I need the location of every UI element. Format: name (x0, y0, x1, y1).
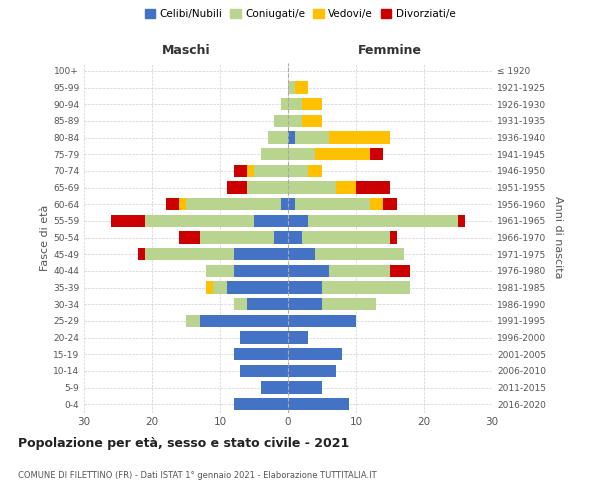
Text: Maschi: Maschi (161, 44, 211, 58)
Bar (288, 181, 335, 194)
Bar (247, 181, 288, 194)
Bar (241, 364, 288, 377)
Bar (302, 98, 322, 110)
Bar (390, 264, 410, 277)
Bar (186, 198, 281, 210)
Bar (145, 248, 233, 260)
Bar (261, 148, 288, 160)
Bar (200, 314, 288, 327)
Bar (145, 214, 254, 227)
Bar (206, 264, 233, 277)
Bar (288, 198, 295, 210)
Bar (335, 181, 356, 194)
Bar (288, 264, 329, 277)
Bar (288, 348, 343, 360)
Bar (383, 198, 397, 210)
Bar (295, 131, 329, 144)
Bar (261, 381, 288, 394)
Text: Femmine: Femmine (358, 44, 422, 58)
Bar (179, 198, 186, 210)
Bar (288, 214, 308, 227)
Bar (288, 364, 335, 377)
Text: Popolazione per età, sesso e stato civile - 2021: Popolazione per età, sesso e stato civil… (18, 437, 349, 450)
Bar (315, 248, 404, 260)
Bar (308, 214, 458, 227)
Text: COMUNE DI FILETTINO (FR) - Dati ISTAT 1° gennaio 2021 - Elaborazione TUTTITALIA.: COMUNE DI FILETTINO (FR) - Dati ISTAT 1°… (18, 471, 377, 480)
Bar (329, 131, 390, 144)
Bar (288, 248, 315, 260)
Bar (295, 198, 370, 210)
Bar (288, 148, 315, 160)
Bar (247, 298, 288, 310)
Bar (166, 198, 179, 210)
Bar (186, 314, 200, 327)
Bar (288, 314, 356, 327)
Bar (288, 398, 349, 410)
Bar (288, 231, 302, 244)
Bar (288, 381, 322, 394)
Legend: Celibi/Nubili, Coniugati/e, Vedovi/e, Divorziati/e: Celibi/Nubili, Coniugati/e, Vedovi/e, Di… (140, 5, 460, 24)
Bar (233, 164, 247, 177)
Bar (111, 214, 145, 227)
Bar (308, 164, 322, 177)
Bar (254, 164, 288, 177)
Bar (329, 264, 390, 277)
Bar (288, 331, 308, 344)
Bar (288, 114, 302, 127)
Bar (302, 114, 322, 127)
Bar (302, 231, 390, 244)
Bar (200, 231, 274, 244)
Bar (315, 148, 370, 160)
Bar (288, 131, 295, 144)
Y-axis label: Fasce di età: Fasce di età (40, 204, 50, 270)
Bar (233, 398, 288, 410)
Bar (247, 164, 254, 177)
Bar (254, 214, 288, 227)
Bar (139, 248, 145, 260)
Bar (288, 164, 308, 177)
Bar (295, 81, 308, 94)
Bar (288, 98, 302, 110)
Bar (288, 281, 322, 293)
Bar (241, 331, 288, 344)
Bar (227, 181, 247, 194)
Bar (288, 298, 322, 310)
Bar (179, 231, 200, 244)
Bar (288, 81, 295, 94)
Bar (206, 281, 213, 293)
Bar (233, 264, 288, 277)
Bar (281, 98, 288, 110)
Bar (233, 248, 288, 260)
Bar (233, 348, 288, 360)
Bar (274, 114, 288, 127)
Bar (390, 231, 397, 244)
Bar (322, 298, 376, 310)
Bar (322, 281, 410, 293)
Bar (213, 281, 227, 293)
Bar (268, 131, 288, 144)
Bar (356, 181, 390, 194)
Bar (274, 231, 288, 244)
Bar (458, 214, 465, 227)
Bar (370, 148, 383, 160)
Bar (233, 298, 247, 310)
Bar (281, 198, 288, 210)
Bar (227, 281, 288, 293)
Y-axis label: Anni di nascita: Anni di nascita (553, 196, 563, 278)
Bar (370, 198, 383, 210)
